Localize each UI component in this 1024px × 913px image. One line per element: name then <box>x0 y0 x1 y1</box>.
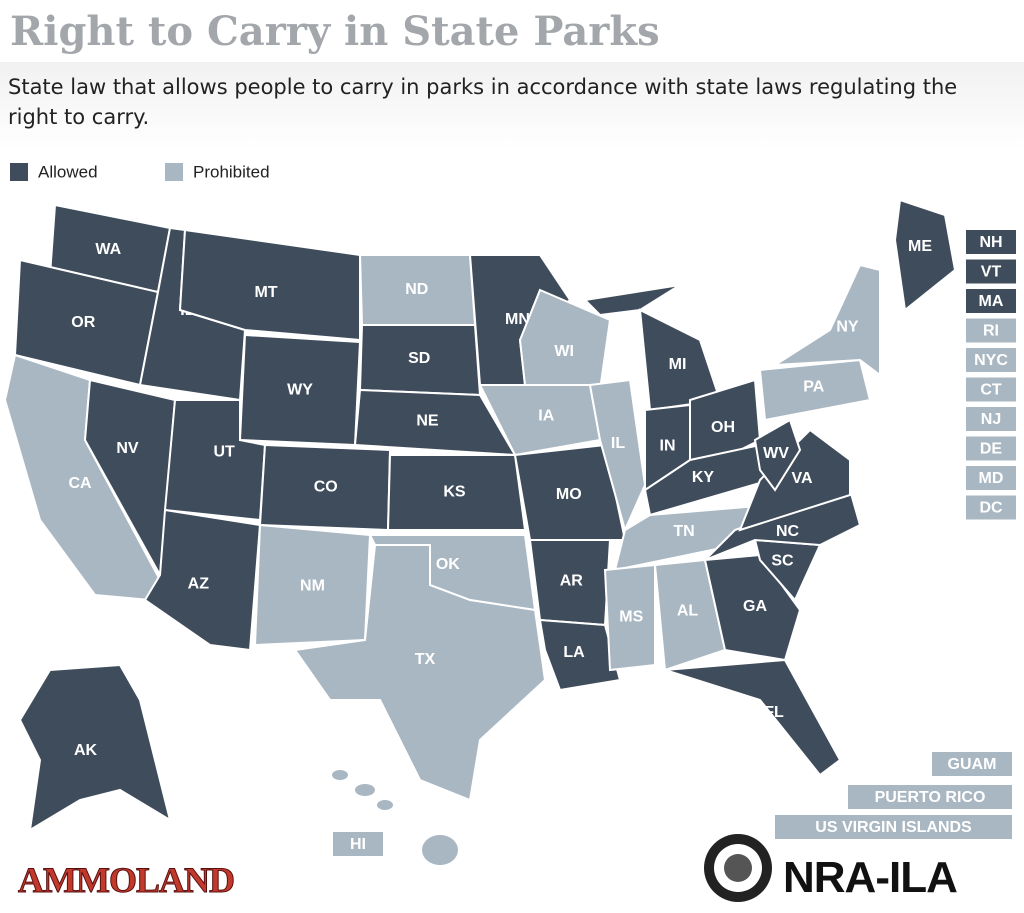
state-label: ND <box>405 281 428 298</box>
small-state-label: NH <box>979 234 1002 251</box>
state-label: WA <box>95 241 121 258</box>
territory-box <box>932 752 1012 776</box>
state-shape <box>738 428 851 532</box>
state-label: AZ <box>188 575 210 592</box>
state-label: PA <box>803 379 824 396</box>
legend-swatch <box>165 163 183 181</box>
state-label: TN <box>673 523 694 540</box>
small-state-box <box>966 318 1016 343</box>
state-label: MI <box>669 356 687 373</box>
hawaii-label: HI <box>350 836 366 853</box>
territory-box <box>775 815 1012 839</box>
state-label: NY <box>836 319 859 336</box>
subtitle: State law that allows people to carry in… <box>8 75 958 130</box>
state-label: NE <box>416 412 439 429</box>
state-shape <box>386 454 527 531</box>
small-state-box <box>966 289 1016 313</box>
small-state-label: RI <box>983 323 999 340</box>
state-label: NV <box>116 440 139 457</box>
small-state-label: MA <box>979 293 1004 310</box>
state-shape <box>538 618 622 692</box>
state-label: VA <box>791 470 812 487</box>
nra-seal-eagle <box>724 854 752 882</box>
state-shape <box>758 358 872 422</box>
hawaii-island <box>355 784 375 796</box>
state-label: CO <box>314 479 338 496</box>
state-shape-part <box>582 284 681 317</box>
state-label: LA <box>563 644 585 661</box>
state-label: MS <box>619 609 643 626</box>
small-state-box <box>966 348 1016 372</box>
state-label: AK <box>74 742 98 759</box>
title: Right to Carry in State Parks <box>10 8 660 55</box>
hawaii-island <box>332 770 348 780</box>
state-label: AL <box>677 602 699 619</box>
small-state-box <box>966 407 1016 431</box>
territory-label: GUAM <box>948 756 997 773</box>
small-state-box <box>966 259 1016 284</box>
state-label: FL <box>764 704 784 721</box>
state-shape <box>664 658 842 777</box>
state-label: OK <box>436 556 460 573</box>
territory-box <box>848 785 1012 809</box>
state-label: TX <box>415 651 436 668</box>
small-state-box <box>966 230 1016 254</box>
hawaii-island <box>377 800 393 810</box>
small-state-label: DE <box>980 441 1003 458</box>
small-state-label: MD <box>979 470 1004 487</box>
state-label: UT <box>214 444 236 461</box>
state-label: NM <box>300 577 325 594</box>
state-shape <box>588 378 647 533</box>
small-state-box <box>966 436 1016 461</box>
state-label: GA <box>743 598 767 615</box>
ammoland-logo: AMMOLAND <box>18 860 234 900</box>
state-label: IN <box>660 437 676 454</box>
legend-label: Prohibited <box>193 162 270 181</box>
state-label: CA <box>68 475 92 492</box>
hawaii-box <box>333 832 383 856</box>
state-shape <box>771 263 881 377</box>
state-shape <box>178 228 361 342</box>
state-label: IA <box>538 407 554 424</box>
small-state-label: VT <box>981 264 1002 281</box>
state-label: OH <box>711 419 735 436</box>
state-label: AR <box>560 572 584 589</box>
legend-swatch <box>10 163 28 181</box>
state-label: OR <box>71 314 95 331</box>
state-shape <box>753 418 802 492</box>
territory-label: PUERTO RICO <box>875 789 986 806</box>
state-shape <box>893 198 957 312</box>
state-shape <box>603 563 656 672</box>
state-shape <box>703 553 802 662</box>
state-label: ME <box>908 238 932 255</box>
state-label: SC <box>771 552 794 569</box>
small-state-label: NJ <box>981 411 1001 428</box>
small-state-label: DC <box>979 500 1003 517</box>
small-state-box <box>966 377 1016 402</box>
small-state-label: NYC <box>974 352 1008 369</box>
nra-ila-logo: NRA-ILA <box>783 853 957 902</box>
state-label: WV <box>763 445 789 462</box>
state-label: WI <box>554 343 574 360</box>
state-shape <box>293 544 547 802</box>
state-label: MO <box>556 486 582 503</box>
state-label: NC <box>776 523 800 540</box>
small-state-box <box>966 495 1016 520</box>
state-shape <box>18 663 172 832</box>
legend-label: Allowed <box>38 162 98 181</box>
state-label: KS <box>443 484 466 501</box>
state-label: IL <box>611 435 625 452</box>
hawaii-island <box>422 835 458 865</box>
small-state-box <box>966 466 1016 490</box>
state-label: KY <box>692 469 715 486</box>
header-band <box>0 62 1024 150</box>
territory-label: US VIRGIN ISLANDS <box>815 819 972 836</box>
small-state-label: CT <box>980 382 1002 399</box>
state-label: MN <box>505 311 530 328</box>
state-label: WY <box>287 382 313 399</box>
state-label: SD <box>408 350 430 367</box>
state-label: MT <box>254 284 277 301</box>
